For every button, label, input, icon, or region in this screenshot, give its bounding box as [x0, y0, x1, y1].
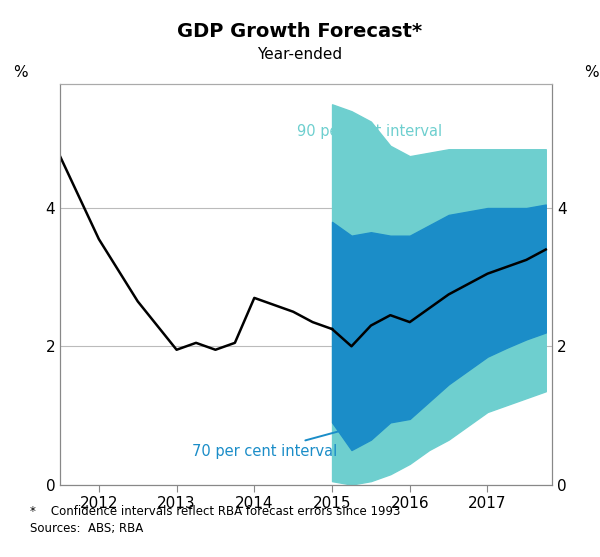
Text: 70 per cent interval: 70 per cent interval — [192, 428, 347, 459]
Text: GDP Growth Forecast*: GDP Growth Forecast* — [178, 22, 422, 41]
Text: 90 per cent interval: 90 per cent interval — [297, 124, 442, 155]
Text: *    Confidence intervals reflect RBA forecast errors since 1993: * Confidence intervals reflect RBA forec… — [30, 505, 400, 518]
Text: Year-ended: Year-ended — [257, 47, 343, 62]
Text: %: % — [584, 65, 599, 80]
Text: %: % — [13, 65, 28, 80]
Text: Sources:  ABS; RBA: Sources: ABS; RBA — [30, 522, 143, 535]
